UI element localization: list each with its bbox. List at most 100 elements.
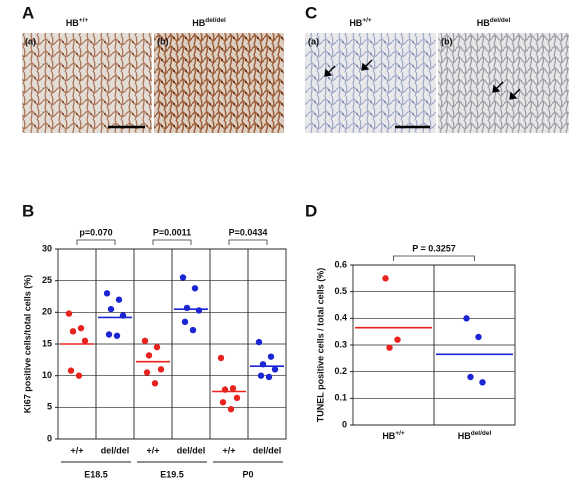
data-dot: [259, 361, 267, 368]
label-sup: +/+: [395, 430, 405, 437]
data-dot: [271, 366, 279, 373]
data-dot: [105, 331, 113, 338]
y-axis-label: TUNEL positive cells / total cells (%): [315, 268, 325, 422]
micrograph: [305, 33, 436, 133]
image-label: HB+/+: [349, 17, 372, 29]
x-tick-label: HBdel/del: [458, 430, 492, 442]
y-tick-label: 0: [47, 433, 52, 443]
p-bracket: [393, 255, 475, 261]
p-bracket: [228, 239, 268, 245]
data-dot: [153, 343, 161, 351]
x-tick-label: +/+: [146, 445, 159, 455]
image-tag: (b): [441, 36, 453, 46]
micrograph: [154, 33, 284, 133]
data-dot: [77, 324, 85, 332]
label-base: HB: [382, 431, 395, 441]
data-dot: [183, 304, 191, 312]
y-axis-label: Ki67 positive cells/total cells (%): [22, 275, 32, 414]
p-value: P=0.0011: [153, 227, 191, 237]
x-tick-label: del/del: [177, 445, 206, 455]
p-value: P = 0.3257: [412, 243, 456, 253]
data-dot: [475, 333, 482, 341]
y-tick-label: 0.3: [334, 339, 347, 349]
micrograph: [22, 33, 152, 133]
x-tick-label: +/+: [70, 445, 83, 455]
data-dot: [157, 366, 165, 373]
data-dot: [219, 399, 227, 406]
panel-letter: D: [305, 201, 317, 220]
data-dot: [265, 373, 273, 381]
data-dot: [151, 380, 159, 387]
data-dot: [103, 290, 111, 297]
p-value: P=0.0434: [229, 227, 268, 237]
data-dot: [257, 372, 265, 379]
image-tag: (a): [25, 36, 36, 46]
p-bracket: [152, 239, 192, 245]
data-dot: [394, 336, 401, 343]
label-base: HB: [349, 18, 362, 28]
data-dot: [67, 367, 75, 374]
data-dot: [267, 353, 275, 360]
label-sup: del/del: [490, 17, 511, 24]
data-dot: [141, 337, 149, 345]
data-dot: [119, 312, 127, 319]
label-sup: +/+: [79, 17, 89, 24]
y-tick-label: 0.1: [334, 393, 347, 403]
data-dot: [255, 338, 263, 346]
y-tick-label: 25: [42, 275, 52, 285]
y-tick-label: 10: [42, 370, 52, 380]
data-dot: [179, 274, 187, 281]
data-dot: [143, 369, 151, 376]
y-tick-label: 0: [342, 419, 347, 429]
y-tick-label: 20: [42, 307, 52, 317]
label-base: HB: [192, 18, 205, 28]
y-tick-label: 15: [42, 338, 52, 348]
group-label: P0: [242, 469, 253, 479]
image-tag: (a): [308, 36, 319, 46]
data-dot: [65, 310, 73, 317]
image-label: HB+/+: [66, 17, 89, 29]
p-bracket: [76, 239, 116, 245]
group-label: E19.5: [160, 469, 184, 479]
label-base: HB: [477, 18, 490, 28]
x-tick-label: del/del: [101, 445, 130, 455]
label-base: HB: [458, 431, 471, 441]
group-label: E18.5: [84, 469, 108, 479]
data-dot: [191, 285, 199, 292]
x-tick-label: +/+: [222, 445, 235, 455]
data-dot: [189, 326, 197, 334]
x-tick-label: del/del: [253, 445, 282, 455]
data-dot: [181, 318, 189, 326]
data-dot: [115, 296, 123, 303]
panel-letter: A: [22, 3, 34, 22]
y-tick-label: 5: [47, 402, 52, 412]
data-dot: [217, 354, 225, 362]
image-tag: (b): [157, 36, 169, 46]
panel-letter: C: [305, 3, 317, 22]
data-dot: [195, 307, 203, 314]
data-dot: [467, 373, 474, 381]
arrows: [324, 59, 521, 100]
data-dot: [221, 386, 229, 393]
y-tick-label: 30: [42, 243, 52, 253]
label-base: HB: [66, 18, 79, 28]
y-tick-label: 0.4: [334, 313, 347, 323]
data-dot: [69, 328, 77, 335]
data-dot: [229, 385, 237, 392]
label-sup: del/del: [471, 430, 492, 437]
data-dot: [227, 406, 235, 413]
data-dot: [463, 315, 470, 322]
data-dot: [75, 372, 83, 379]
image-label: HBdel/del: [192, 17, 226, 29]
y-tick-label: 0.2: [334, 366, 347, 376]
label-sup: +/+: [362, 17, 372, 24]
y-tick-label: 0.6: [334, 259, 347, 269]
label-sup: del/del: [205, 17, 226, 24]
data-dot: [382, 275, 389, 282]
data-dot: [145, 352, 153, 359]
y-tick-label: 0.5: [334, 286, 347, 296]
data-dot: [386, 344, 393, 351]
panel-letter: B: [22, 201, 34, 220]
micrograph: [438, 33, 569, 133]
